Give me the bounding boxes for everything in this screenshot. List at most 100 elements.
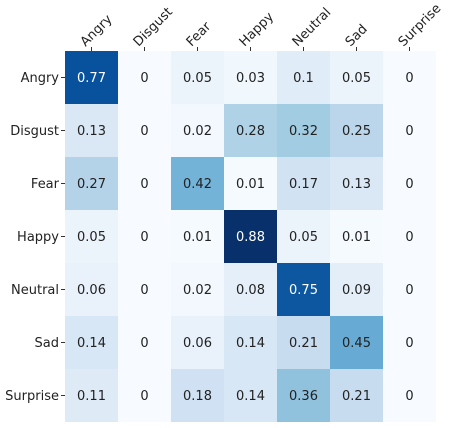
heatmap-cell-angry-fear	[171, 51, 224, 104]
cell-value-label: 0.06	[183, 336, 212, 351]
heatmap-cell-angry-disgust	[118, 51, 171, 104]
heatmap-cell-sad-fear	[171, 316, 224, 369]
heatmap-cell-neutral-neutral	[277, 263, 330, 316]
heatmap-cell-surprise-fear	[171, 369, 224, 422]
y-tick-label: Sad	[35, 336, 59, 351]
heatmap-cell-angry-angry	[65, 51, 118, 104]
heatmap-cell-fear-neutral	[277, 157, 330, 210]
heatmap-cell-neutral-happy	[224, 263, 277, 316]
heatmap-cell-surprise-happy	[224, 369, 277, 422]
cell-value-label: 0.02	[183, 124, 212, 139]
cell-value-label: 0.02	[183, 283, 212, 298]
heatmap-cells	[65, 51, 436, 422]
heatmap-cell-neutral-angry	[65, 263, 118, 316]
heatmap-cell-angry-sad	[330, 51, 383, 104]
heatmap-cell-surprise-sad	[330, 369, 383, 422]
heatmap-cell-happy-happy	[224, 210, 277, 263]
heatmap-cell-disgust-angry	[65, 104, 118, 157]
cell-value-label: 0.01	[183, 230, 212, 245]
heatmap-cell-sad-angry	[65, 316, 118, 369]
x-tick-label: Disgust	[131, 5, 176, 50]
cell-value-label: 0.45	[342, 336, 371, 351]
heatmap-cell-fear-happy	[224, 157, 277, 210]
x-tick-label: Happy	[237, 9, 277, 49]
heatmap-cell-angry-happy	[224, 51, 277, 104]
cell-value-label: 0	[405, 283, 413, 298]
cell-value-label: 0.05	[183, 71, 212, 86]
cell-value-label: 0	[140, 336, 148, 351]
y-tick-label: Angry	[21, 71, 60, 86]
cell-value-label: 0.1	[293, 71, 314, 86]
cell-value-label: 0.13	[342, 177, 371, 192]
heatmap-cell-neutral-sad	[330, 263, 383, 316]
cell-value-label: 0.06	[77, 283, 106, 298]
cell-value-label: 0.32	[289, 124, 318, 139]
heatmap-cell-angry-surprise	[383, 51, 436, 104]
y-tick-label: Disgust	[10, 124, 59, 139]
heatmap-cell-angry-neutral	[277, 51, 330, 104]
cell-value-label: 0.88	[236, 230, 265, 245]
heatmap-cell-disgust-sad	[330, 104, 383, 157]
cell-value-label: 0.42	[183, 177, 212, 192]
cell-value-label: 0.13	[77, 124, 106, 139]
cell-value-label: 0	[405, 389, 413, 404]
heatmap-cell-fear-angry	[65, 157, 118, 210]
heatmap-cell-disgust-happy	[224, 104, 277, 157]
y-axis-ticks: Angry Disgust Fear Happy Neutral Sad Surprise	[5, 71, 65, 404]
x-tick-label: Fear	[184, 19, 215, 50]
heatmap-cell-labels: 0.77 0 0.05 0.03 0.1 0.05 0 0.13 0 0.02 0.28 0.32 0.…	[77, 71, 414, 404]
heatmap-cell-neutral-surprise	[383, 263, 436, 316]
cell-value-label: 0	[140, 230, 148, 245]
cell-value-label: 0	[405, 71, 413, 86]
x-axis-ticks: Angry Disgust Fear Happy Neutral Sad Surprise	[78, 1, 444, 51]
cell-value-label: 0.01	[342, 230, 371, 245]
cell-value-label: 0.05	[77, 230, 106, 245]
cell-value-label: 0.21	[289, 336, 318, 351]
cell-value-label: 0.05	[289, 230, 318, 245]
cell-value-label: 0.25	[342, 124, 371, 139]
cell-value-label: 0	[140, 283, 148, 298]
heatmap-cell-fear-surprise	[383, 157, 436, 210]
heatmap-cell-neutral-fear	[171, 263, 224, 316]
heatmap-cell-happy-neutral	[277, 210, 330, 263]
cell-value-label: 0.11	[77, 389, 106, 404]
x-tick-label: Sad	[343, 22, 371, 50]
heatmap-cell-sad-neutral	[277, 316, 330, 369]
cell-value-label: 0.14	[236, 336, 265, 351]
cell-value-label: 0	[405, 177, 413, 192]
heatmap-cell-fear-fear	[171, 157, 224, 210]
heatmap-cell-disgust-fear	[171, 104, 224, 157]
heatmap-cell-fear-sad	[330, 157, 383, 210]
heatmap-cell-disgust-surprise	[383, 104, 436, 157]
cell-value-label: 0	[405, 336, 413, 351]
y-tick-label: Fear	[31, 177, 60, 192]
heatmap-cell-surprise-angry	[65, 369, 118, 422]
heatmap-cell-sad-surprise	[383, 316, 436, 369]
cell-value-label: 0	[140, 124, 148, 139]
cell-value-label: 0.18	[183, 389, 212, 404]
cell-value-label: 0.14	[77, 336, 106, 351]
cell-value-label: 0.21	[342, 389, 371, 404]
cell-value-label: 0	[405, 230, 413, 245]
cell-value-label: 0.03	[236, 71, 265, 86]
heatmap-cell-sad-happy	[224, 316, 277, 369]
heatmap-cell-surprise-neutral	[277, 369, 330, 422]
heatmap-cell-happy-fear	[171, 210, 224, 263]
heatmap-cell-happy-disgust	[118, 210, 171, 263]
cell-value-label: 0.75	[289, 283, 318, 298]
cell-value-label: 0	[140, 177, 148, 192]
y-tick-label: Neutral	[11, 283, 59, 298]
cell-value-label: 0.77	[77, 71, 106, 86]
heatmap-cell-happy-sad	[330, 210, 383, 263]
cell-value-label: 0.28	[236, 124, 265, 139]
cell-value-label: 0.27	[77, 177, 106, 192]
heatmap-cell-disgust-disgust	[118, 104, 171, 157]
heatmap-cell-happy-angry	[65, 210, 118, 263]
cell-value-label: 0.17	[289, 177, 318, 192]
heatmap-cell-surprise-surprise	[383, 369, 436, 422]
heatmap-cell-neutral-disgust	[118, 263, 171, 316]
heatmap-cell-surprise-disgust	[118, 369, 171, 422]
heatmap-cell-disgust-neutral	[277, 104, 330, 157]
cell-value-label: 0.36	[289, 389, 318, 404]
cell-value-label: 0.05	[342, 71, 371, 86]
